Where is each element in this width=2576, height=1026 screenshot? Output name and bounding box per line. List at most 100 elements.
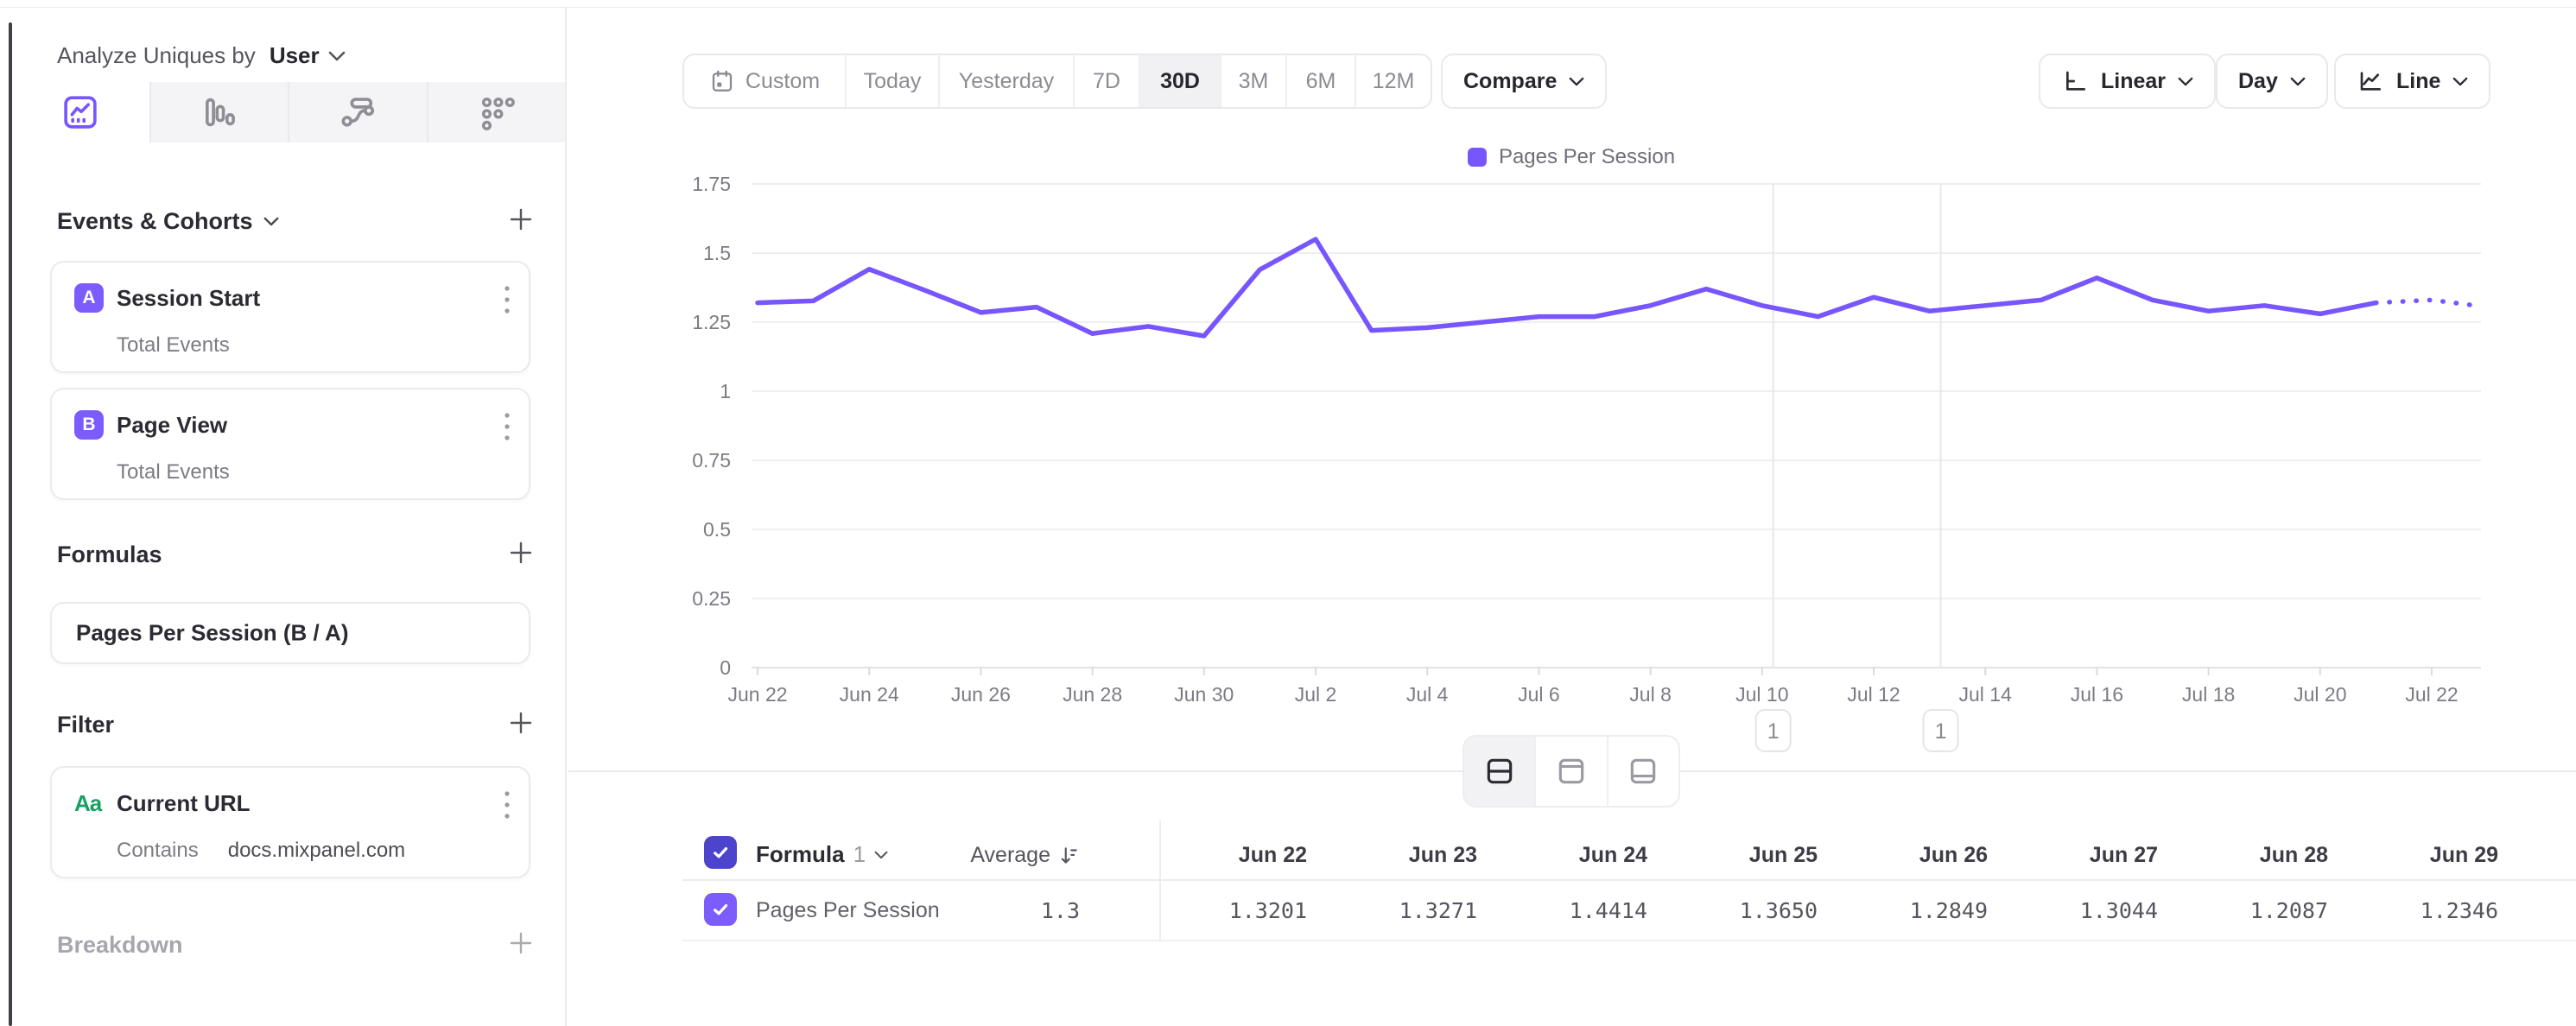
row-checkbox[interactable]	[704, 893, 737, 926]
table-cell-value: 1.3044	[2079, 898, 2158, 923]
chart-type-dropdown[interactable]: Line	[2334, 54, 2491, 109]
svg-text:Jul 10: Jul 10	[1735, 683, 1788, 706]
range-option-12m[interactable]: 12M	[1355, 55, 1431, 107]
tab-funnels[interactable]	[149, 82, 289, 142]
layout-table-only-button[interactable]	[1606, 737, 1678, 806]
filter-condition[interactable]: Contains docs.mixpanel.com	[117, 839, 405, 863]
chevron-down-icon	[2453, 77, 2468, 86]
range-option-3m[interactable]: 3M	[1220, 55, 1285, 107]
analyze-label: Analyze Uniques by	[57, 42, 256, 68]
layout-chart-only-button[interactable]	[1534, 737, 1606, 806]
range-option-30d[interactable]: 30D	[1139, 55, 1220, 107]
tab-retention[interactable]	[426, 82, 566, 142]
add-breakdown-button[interactable]	[508, 930, 534, 956]
chart-legend: Pages Per Session	[567, 145, 2576, 169]
linear-axis-icon	[2066, 71, 2085, 91]
average-column-header[interactable]: Average	[898, 843, 1080, 868]
date-column-header[interactable]: Jun 22	[1238, 843, 1307, 867]
date-column-header[interactable]: Jun 29	[2429, 843, 2498, 867]
filter-value[interactable]: docs.mixpanel.com	[227, 839, 406, 862]
annotation-badge[interactable]	[1754, 709, 1792, 752]
chevron-down-icon	[328, 51, 345, 60]
svg-text:Jul 2: Jul 2	[1295, 683, 1337, 706]
compare-button[interactable]: Compare	[1441, 54, 1608, 109]
date-column-headers: Jun 22 Jun 23 Jun 24 Jun 25 Jun 26 Jun 27 Jun …	[1159, 831, 2576, 879]
select-all-checkbox[interactable]	[704, 836, 737, 869]
range-option-custom[interactable]: Custom	[684, 55, 845, 107]
kebab-menu-icon[interactable]	[503, 410, 511, 443]
svg-text:Jul 18: Jul 18	[2182, 683, 2235, 706]
filter-heading: Filter	[57, 712, 534, 738]
table-cell-value: 1.2346	[2420, 898, 2498, 923]
event-letter-badge: B	[74, 410, 104, 440]
formula-expression[interactable]: Pages Per Session (B / A)	[76, 619, 349, 646]
tab-insights[interactable]	[12, 82, 149, 142]
filter-property-name[interactable]: Current URL	[117, 790, 251, 816]
date-column-header[interactable]: Jun 24	[1578, 843, 1647, 867]
date-column-header[interactable]: Jun 26	[1919, 843, 1988, 867]
svg-text:0.75: 0.75	[692, 449, 731, 472]
window-top-border	[0, 7, 2576, 8]
table-cell-value: 1.3650	[1739, 898, 1818, 923]
event-measure[interactable]: Total Events	[117, 460, 230, 484]
table-row[interactable]: Pages Per Session 1.3 1.3201 1.3271 1.4414…	[682, 883, 2576, 941]
date-column-header[interactable]: Jun 28	[2259, 843, 2328, 867]
chevron-down-icon	[1570, 77, 1584, 86]
split-view-icon	[1487, 758, 1512, 784]
top-panel-icon	[1558, 758, 1584, 784]
formulas-heading: Formulas	[57, 542, 534, 568]
analyze-uniques-row[interactable]: Analyze Uniques by User	[57, 42, 346, 69]
svg-text:Jun 28: Jun 28	[1063, 683, 1122, 706]
svg-text:0.25: 0.25	[692, 587, 731, 610]
event-name[interactable]: Session Start	[117, 285, 261, 311]
flows-icon	[341, 98, 375, 127]
svg-text:Jul 20: Jul 20	[2294, 683, 2346, 706]
chevron-down-icon	[2178, 77, 2193, 86]
analyze-value[interactable]: User	[269, 42, 320, 68]
kebab-menu-icon[interactable]	[503, 283, 511, 316]
date-column-header[interactable]: Jun 25	[1748, 843, 1818, 867]
formula-card[interactable]: Pages Per Session (B / A)	[50, 602, 530, 664]
filter-card-current-url[interactable]: Aa Current URL Contains docs.mixpanel.com	[50, 766, 530, 878]
add-formula-button[interactable]	[508, 540, 534, 566]
range-option-today[interactable]: Today	[845, 55, 938, 107]
filter-operator[interactable]: Contains	[117, 839, 199, 862]
insights-icon	[64, 96, 97, 129]
legend-swatch	[1467, 148, 1487, 167]
series-name: Pages Per Session	[756, 898, 940, 922]
formula-index: 1	[853, 841, 866, 867]
annotation-badge[interactable]	[1922, 709, 1959, 752]
add-filter-button[interactable]	[508, 710, 534, 736]
average-value: 1.3	[1040, 898, 1080, 923]
tab-flows[interactable]	[288, 82, 427, 142]
add-event-button[interactable]	[508, 206, 534, 232]
calendar-icon	[712, 70, 733, 92]
svg-text:Jun 30: Jun 30	[1174, 683, 1234, 706]
date-column-header[interactable]: Jun 27	[2089, 843, 2158, 867]
event-letter-badge: A	[74, 283, 104, 313]
chart-type-label: Line	[2396, 68, 2441, 93]
date-range-selector: Custom Today Yesterday 7D 30D 3M 6M 12M	[682, 54, 1432, 109]
event-name[interactable]: Page View	[117, 412, 228, 438]
range-option-7d[interactable]: 7D	[1073, 55, 1139, 107]
event-measure[interactable]: Total Events	[117, 333, 230, 357]
bar-chart-icon	[205, 98, 235, 127]
event-card-session-start[interactable]: A Session Start Total Events	[50, 261, 530, 373]
scale-dropdown[interactable]: Linear	[2039, 54, 2217, 109]
kebab-menu-icon[interactable]	[503, 788, 511, 821]
interval-label: Day	[2238, 68, 2278, 93]
date-column-header[interactable]: Jun 23	[1408, 843, 1477, 867]
range-option-yesterday[interactable]: Yesterday	[938, 55, 1073, 107]
event-card-page-view[interactable]: B Page View Total Events	[50, 388, 530, 500]
compare-label: Compare	[1463, 68, 1558, 93]
chevron-down-icon[interactable]	[263, 217, 279, 226]
range-option-6m[interactable]: 6M	[1285, 55, 1355, 107]
report-type-tabs	[12, 82, 565, 142]
table-cell-value: 1.3201	[1228, 898, 1307, 923]
layout-split-button[interactable]	[1464, 737, 1535, 806]
scale-label: Linear	[2101, 68, 2167, 93]
interval-dropdown[interactable]: Day	[2216, 54, 2328, 109]
collapsed-nav-edge	[9, 22, 12, 1026]
svg-text:Jul 14: Jul 14	[1959, 683, 2013, 706]
formula-group-header[interactable]: Formula 1	[756, 841, 888, 868]
